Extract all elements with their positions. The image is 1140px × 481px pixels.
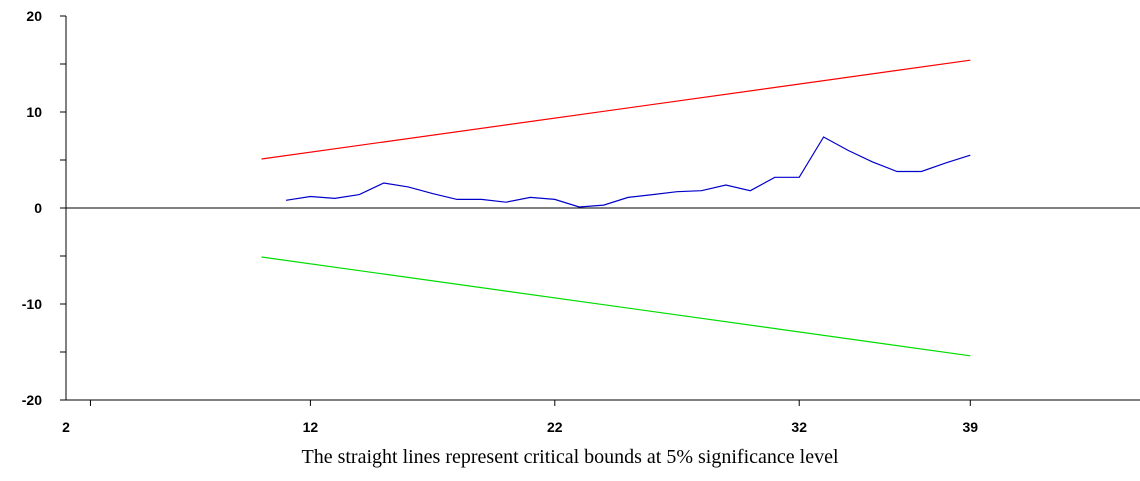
- x-tick-label: 12: [303, 419, 319, 435]
- chart-canvas: 20 10 0 -10 -20 2 12 22 32 39: [0, 0, 1140, 440]
- y-tick-label: 0: [34, 200, 42, 216]
- y-tick-label: -20: [22, 392, 42, 408]
- x-tick-label: 32: [791, 419, 807, 435]
- x-tick-label: 2: [62, 419, 70, 435]
- x-tick-label: 22: [547, 419, 563, 435]
- x-tick-label: 39: [962, 419, 978, 435]
- y-tick-label: 10: [26, 104, 42, 120]
- chart-caption: The straight lines represent critical bo…: [0, 446, 1140, 469]
- y-tick-label: 20: [26, 8, 42, 24]
- series-line-lower_bound: [262, 257, 971, 356]
- series-line-cusum: [286, 137, 970, 207]
- series-line-upper_bound: [262, 60, 971, 159]
- y-tick-label: -10: [22, 296, 42, 312]
